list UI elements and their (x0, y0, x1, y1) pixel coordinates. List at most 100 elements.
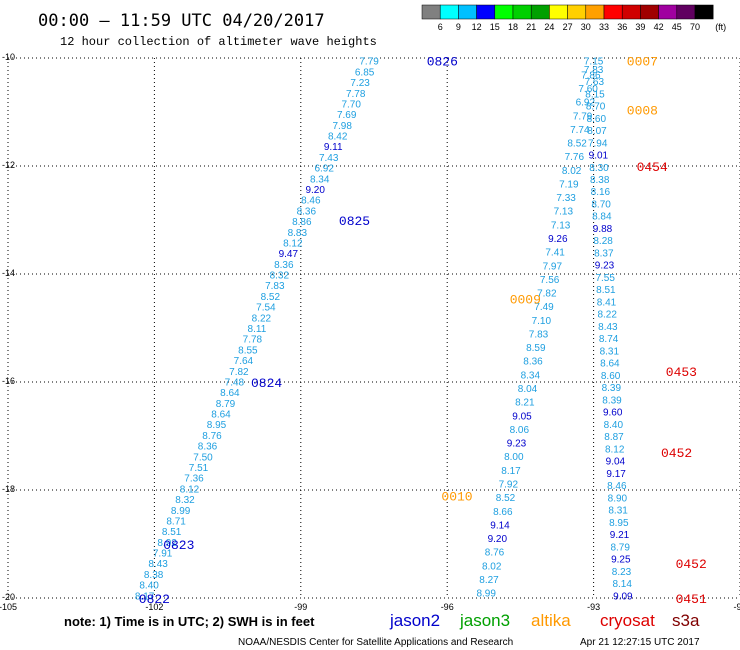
swh-value: 8.40 (139, 581, 159, 592)
swh-value: 9.09 (613, 591, 633, 602)
swh-value: 7.19 (559, 179, 579, 190)
swh-value: 7.94 (588, 138, 608, 149)
swh-value: 6.85 (355, 67, 375, 78)
colorbar-swatch (421, 4, 441, 20)
colorbar-legend: 6 9 12 15 18 21 24 27 30 33 36 39 42 45 70 (ft) (421, 4, 726, 32)
swh-value: 8.39 (602, 395, 622, 406)
swh-value: 7.79 (359, 57, 379, 68)
swh-value: 7.56 (540, 275, 560, 286)
colorbar-tick-label: 6 (438, 22, 443, 32)
colorbar-swatch (549, 4, 568, 20)
swh-value: 8.11 (248, 324, 267, 335)
swh-value: 7.64 (234, 356, 254, 367)
colorbar-swatch (676, 4, 696, 20)
swh-value: 8.59 (526, 343, 546, 354)
pass-cryosat: 7.837.638.158.708.608.077.949.018.308.38… (584, 65, 707, 607)
y-tick-label: -20 (2, 592, 15, 602)
footer-timestamp: Apr 21 12:27:15 UTC 2017 (580, 637, 700, 648)
colorbar-tick-label: 33 (599, 22, 609, 32)
swh-value: 7.78 (346, 89, 366, 100)
swh-value: 8.51 (596, 285, 616, 296)
swh-value: 8.95 (609, 518, 629, 529)
swh-value: 7.79 (573, 111, 593, 122)
colorbar-swatch (694, 4, 714, 20)
swh-value: 8.66 (493, 507, 513, 518)
swh-value: 8.76 (485, 548, 505, 559)
swh-value: 8.52 (261, 292, 281, 303)
pass-time-label: 0823 (163, 538, 194, 553)
swh-value: 8.64 (220, 388, 240, 399)
x-tick-label: -102 (145, 602, 163, 612)
swh-value: 9.25 (611, 555, 631, 566)
swh-value: 7.74 (570, 125, 590, 136)
colorbar-swatch (603, 4, 623, 20)
x-tick-label: -93 (587, 602, 600, 612)
legend-altika: altika (531, 611, 571, 630)
swh-value: 7.97 (543, 261, 563, 272)
swh-value: 7.83 (584, 65, 604, 76)
swh-value: 7.76 (565, 152, 585, 163)
swh-value: 8.22 (252, 313, 272, 324)
swh-value: 9.01 (589, 151, 609, 162)
swh-value: 7.54 (256, 303, 276, 314)
colorbar-tick-label: 12 (472, 22, 482, 32)
swh-value: 7.33 (556, 193, 576, 204)
swh-value: 8.36 (523, 357, 543, 368)
swh-value: 8.32 (175, 495, 195, 506)
swh-value: 8.22 (597, 310, 617, 321)
swh-value: 8.52 (567, 139, 587, 150)
swh-value: 8.42 (328, 132, 348, 143)
swh-value: 8.38 (144, 570, 164, 581)
colorbar-tick-label: 39 (635, 22, 645, 32)
y-tick-label: -14 (2, 268, 15, 278)
colorbar-tick-label: 27 (563, 22, 573, 32)
colorbar-swatch (439, 4, 459, 20)
swh-value: 8.17 (135, 591, 155, 602)
swh-value: 7.43 (319, 153, 339, 164)
y-tick-label: -16 (2, 376, 15, 386)
pass-time-label: 0825 (339, 214, 370, 229)
colorbar-swatch (567, 4, 587, 20)
swh-value: 8.46 (607, 481, 627, 492)
swh-value: 7.82 (229, 367, 249, 378)
swh-value: 8.79 (610, 542, 630, 553)
swh-value: 8.40 (604, 420, 624, 431)
pass-jason2: 7.796.857.237.787.707.697.988.429.117.43… (135, 55, 458, 607)
swh-value: 8.02 (482, 561, 502, 572)
swh-value: 7.23 (350, 78, 370, 89)
swh-value: 7.83 (529, 330, 549, 341)
swh-value: 7.10 (532, 316, 552, 327)
swh-value: 7.51 (189, 463, 209, 474)
swh-value: 7.50 (193, 452, 213, 463)
swh-value: 6.92 (314, 164, 334, 175)
colorbar-tick-label: 30 (581, 22, 591, 32)
swh-value: 8.06 (510, 425, 530, 436)
swh-value: 8.86 (292, 217, 312, 228)
swh-value: 9.26 (548, 234, 568, 245)
x-tick-label: -96 (441, 602, 454, 612)
swh-value: 8.84 (592, 212, 612, 223)
swh-value: 8.31 (600, 346, 620, 357)
swh-value: 7.41 (545, 248, 565, 259)
swh-value: 8.99 (476, 589, 496, 600)
pass-time-label: 0452 (661, 446, 692, 461)
pass-time-label: 0453 (666, 365, 697, 380)
legend-jason3: jason3 (459, 611, 510, 630)
swh-value: 8.28 (593, 236, 613, 247)
swh-value: 8.23 (612, 567, 632, 578)
swh-value: 8.43 (598, 322, 618, 333)
swh-value: 7.91 (153, 549, 173, 560)
colorbar-swatch (512, 4, 532, 20)
swh-value: 7.15 (584, 57, 604, 68)
colorbar-swatch (494, 4, 514, 20)
y-tick-label: -18 (2, 484, 15, 494)
swh-value: 8.90 (608, 493, 628, 504)
colorbar-swatch (530, 4, 550, 20)
swh-value: 9.17 (606, 469, 626, 480)
legend-cryosat: cryosat (600, 611, 655, 630)
swh-value: 8.27 (479, 575, 499, 586)
swh-value: 8.99 (171, 506, 191, 517)
